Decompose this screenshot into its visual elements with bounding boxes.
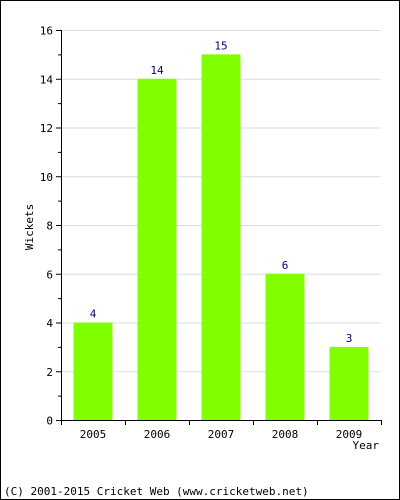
y-axis-label: Wickets [23, 204, 36, 250]
y-tick-label: 2 [46, 366, 53, 379]
y-tick-label: 6 [46, 268, 53, 281]
x-axis-label: Year [353, 439, 380, 452]
x-tick-label-2007: 2007 [208, 428, 235, 441]
copyright-footer: (C) 2001-2015 Cricket Web (www.cricketwe… [4, 485, 309, 498]
bar-2009 [329, 346, 369, 420]
y-tick-labels: 0 2 4 6 8 10 12 14 16 [40, 25, 54, 428]
data-label-2009: 3 [346, 332, 353, 345]
data-label-2006: 14 [150, 64, 164, 77]
y-tick-label: 14 [40, 73, 54, 86]
x-tick-label-2008: 2008 [272, 428, 299, 441]
y-tick-label: 10 [40, 171, 53, 184]
data-label-2008: 6 [282, 259, 289, 272]
bars [73, 54, 369, 420]
bar-2007 [201, 54, 241, 420]
data-label-2007: 15 [214, 39, 227, 52]
y-tick-label: 0 [46, 415, 53, 428]
y-tick-label: 12 [40, 122, 53, 135]
data-labels: 4 14 15 6 3 [90, 39, 353, 345]
bar-2006 [137, 78, 177, 420]
x-tick-labels: 2005 2006 2007 2008 2009 [80, 428, 363, 441]
x-tick-label-2005: 2005 [80, 428, 107, 441]
bar-2005 [73, 322, 113, 420]
x-tick-label-2009: 2009 [336, 428, 363, 441]
bar-2008 [265, 273, 305, 420]
data-label-2005: 4 [90, 308, 97, 321]
y-tick-label: 8 [46, 220, 53, 233]
y-tick-label: 4 [46, 317, 53, 330]
y-tick-label: 16 [40, 25, 53, 38]
x-tick-label-2006: 2006 [144, 428, 171, 441]
axes [56, 30, 382, 425]
